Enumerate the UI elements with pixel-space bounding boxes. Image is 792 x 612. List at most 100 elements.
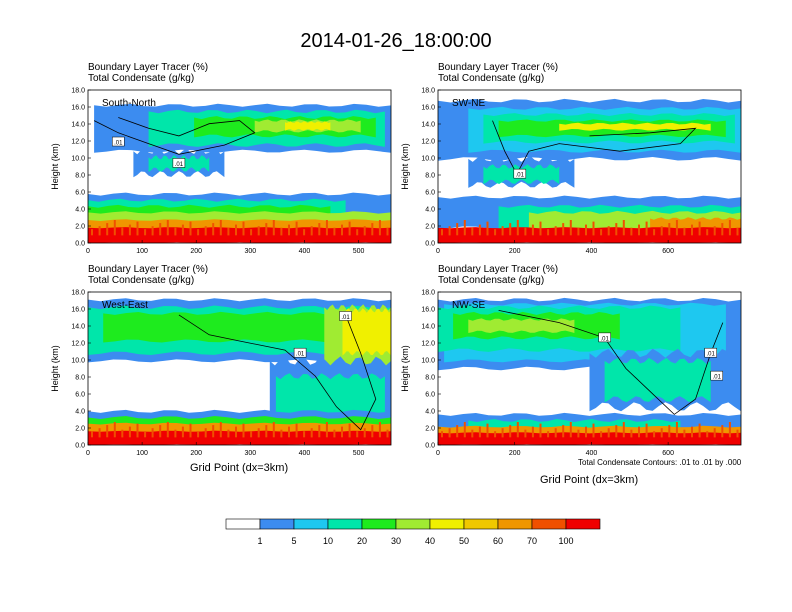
cross-section-label: West-East (102, 300, 148, 311)
x-axis-title-right: Grid Point (dx=3km) (540, 474, 639, 486)
surface-tracer-spike (516, 422, 519, 438)
surface-tracer-spike (615, 223, 618, 236)
surface-tracer-spike (706, 431, 709, 438)
surface-tracer-spike (562, 223, 565, 236)
plot-frame (87, 89, 392, 244)
surface-tracer-spike (471, 429, 474, 438)
surface-tracer-spike (486, 423, 489, 438)
surface-tracer-spike (257, 226, 260, 236)
surface-tracer-spike (98, 428, 101, 438)
surface-tracer-spike (524, 227, 527, 236)
surface-tracer-spike (197, 431, 200, 438)
x-tick-label: 200 (509, 248, 521, 255)
y-tick-label: 4.0 (75, 207, 85, 214)
x-tick-label: 300 (244, 248, 256, 255)
y-tick-label: 10.0 (421, 156, 435, 163)
surface-tracer-spike (600, 229, 603, 236)
colorbar-label: 20 (357, 536, 367, 546)
surface-tracer-spike (683, 429, 686, 438)
surface-tracer-spike (128, 224, 131, 236)
surface-tracer-spike (181, 224, 184, 236)
surface-tracer-spike (728, 220, 731, 236)
surface-tracer-spike (592, 221, 595, 236)
surface-tracer-spike (713, 428, 716, 438)
surface-tracer-spike (98, 226, 101, 236)
surface-tracer-spike (204, 428, 207, 438)
surface-tracer-spike (310, 226, 313, 236)
contour-label: .01 (341, 315, 350, 321)
surface-tracer-spike (486, 221, 489, 236)
surface-tracer-spike (509, 223, 512, 236)
x-tick-label: 600 (662, 248, 674, 255)
surface-tracer-spike (607, 226, 610, 236)
surface-tracer-spike (295, 221, 298, 236)
surface-tracer-spike (378, 422, 381, 438)
surface-tracer-spike (721, 425, 724, 438)
surface-tracer-spike (356, 431, 359, 438)
surface-tracer-spike (516, 220, 519, 236)
surface-tracer-spike (448, 428, 451, 438)
cross-section-label: South-North (102, 98, 156, 109)
surface-tracer-spike (585, 426, 587, 438)
x-tick-label: 100 (136, 248, 148, 255)
colorbar-swatch (429, 518, 465, 530)
y-tick-label: 16.0 (421, 105, 435, 112)
y-tick-label: 12.0 (71, 341, 85, 348)
y-tick-label: 0.0 (75, 241, 85, 248)
colorbar-label: 50 (459, 536, 469, 546)
y-tick-label: 4.0 (75, 409, 85, 416)
y-axis-title: Height (km) (400, 143, 410, 190)
x-tick-label: 400 (586, 248, 598, 255)
surface-tracer-spike (494, 229, 497, 236)
cross-section-label: SW-NE (452, 98, 485, 109)
y-tick-label: 2.0 (425, 426, 435, 433)
colorbar-swatch (293, 518, 329, 530)
contour-label: .01 (516, 173, 525, 179)
surface-tracer-spike (333, 227, 336, 236)
surface-tracer-spike (547, 229, 550, 236)
y-tick-label: 18.0 (421, 290, 435, 297)
y-tick-label: 16.0 (71, 307, 85, 314)
colorbar-swatch (225, 518, 261, 530)
surface-tracer-spike (736, 227, 739, 236)
y-tick-label: 18.0 (71, 88, 85, 95)
surface-tracer-spike (235, 224, 237, 236)
surface-tracer-spike (501, 428, 504, 438)
y-tick-label: 6.0 (75, 392, 85, 399)
surface-tracer-spike (257, 428, 260, 438)
y-tick-label: 0.0 (425, 443, 435, 450)
y-tick-label: 18.0 (421, 88, 435, 95)
surface-tracer-spike (136, 423, 139, 438)
surface-tracer-spike (303, 229, 306, 236)
surface-tracer-spike (698, 221, 701, 236)
surface-tracer-spike (441, 229, 443, 236)
surface-tracer-spike (531, 426, 534, 438)
surface-tracer-spike (494, 431, 497, 438)
y-tick-label: 0.0 (75, 443, 85, 450)
surface-tracer-spike (562, 425, 565, 438)
x-tick-label: 200 (509, 450, 521, 457)
x-tick-label: 400 (586, 450, 598, 457)
y-axis-title: Height (km) (50, 143, 60, 190)
surface-tracer-spike (456, 223, 459, 236)
surface-tracer-spike (728, 422, 731, 438)
condensate-contour (498, 310, 724, 415)
y-tick-label: 6.0 (425, 190, 435, 197)
colorbar-swatch (565, 518, 601, 530)
surface-tracer-spike (235, 426, 237, 438)
y-tick-label: 14.0 (71, 122, 85, 129)
surface-tracer-spike (318, 223, 321, 236)
surface-tracer-spike (660, 226, 663, 236)
surface-tracer-spike (585, 224, 587, 236)
heatmap-group: .01 .01 (88, 90, 391, 243)
contour-label-box (339, 311, 352, 321)
panel-label-condensate: Total Condensate (g/kg) (438, 275, 545, 286)
y-tick-label: 8.0 (425, 375, 435, 382)
surface-tracer-spike (478, 224, 481, 236)
x-tick-label: 200 (190, 450, 202, 457)
surface-tracer-spike (471, 227, 474, 236)
plot-frame (87, 291, 392, 446)
